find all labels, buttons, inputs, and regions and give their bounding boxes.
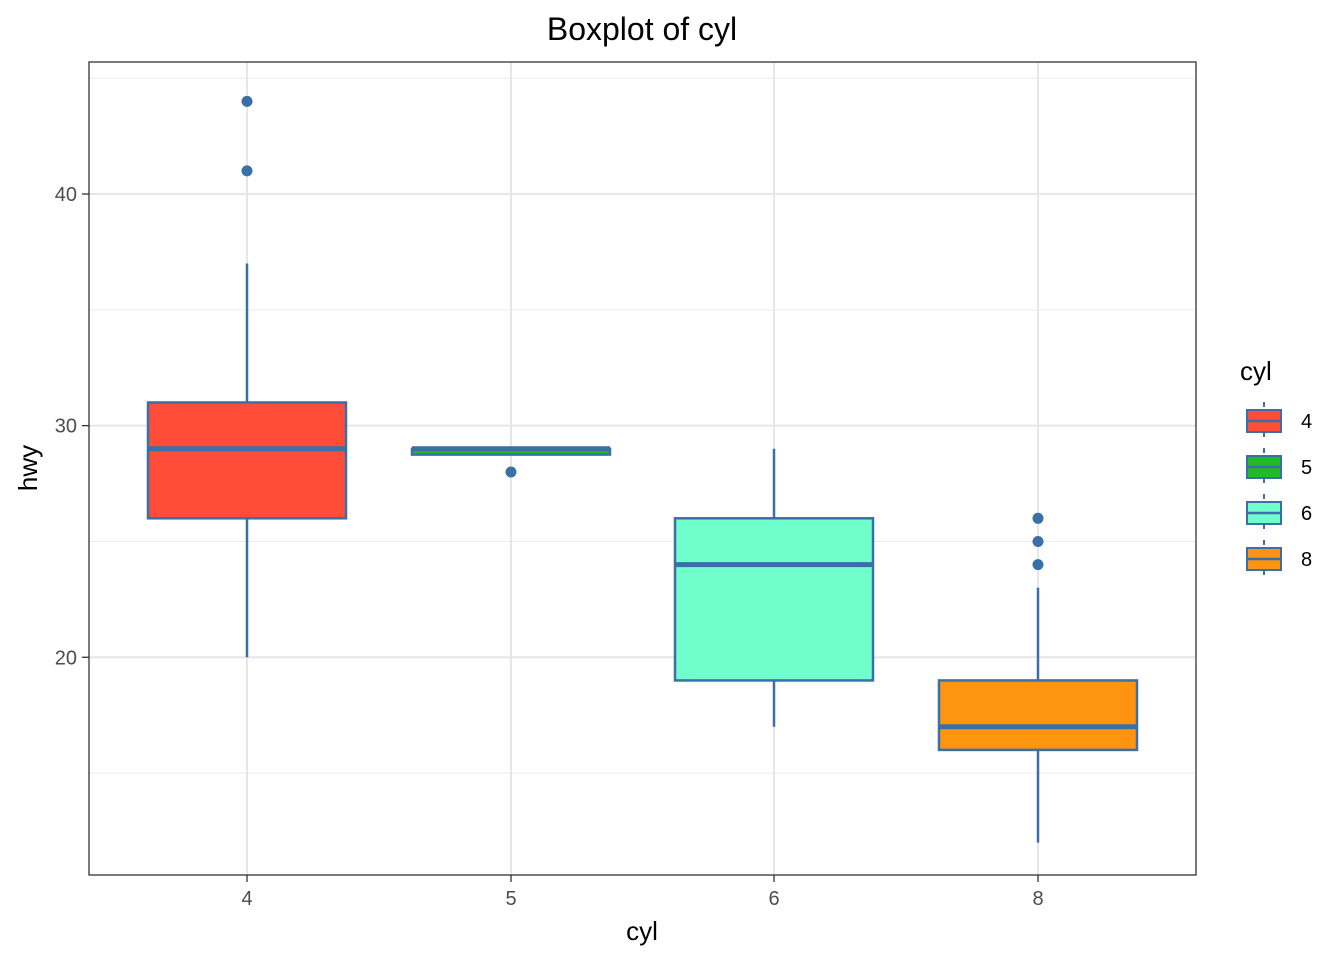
legend-item-6: 6 xyxy=(1246,494,1312,532)
outlier-point xyxy=(1032,559,1044,571)
x-tick-label: 6 xyxy=(768,888,779,910)
legend-label: 4 xyxy=(1301,411,1312,433)
x-axis: 4 5 6 8 xyxy=(241,875,1044,910)
x-tick-label: 8 xyxy=(1032,888,1043,910)
legend-label: 5 xyxy=(1301,457,1312,479)
outlier-point xyxy=(241,95,253,107)
x-axis-title: cyl xyxy=(626,916,658,946)
outlier-point xyxy=(241,165,253,177)
x-tick-label: 4 xyxy=(241,888,252,910)
plot-panel xyxy=(88,61,1197,876)
box-4 xyxy=(146,95,348,658)
legend-title: cyl xyxy=(1240,356,1272,386)
y-axis: 20 30 40 xyxy=(55,184,89,669)
minor-gridlines xyxy=(89,77,1196,774)
box-body xyxy=(146,401,348,520)
box-8 xyxy=(937,512,1139,843)
box-body xyxy=(937,679,1139,752)
x-tick-label: 5 xyxy=(505,888,516,910)
panel-border xyxy=(88,61,1197,876)
y-tick-label: 20 xyxy=(55,647,77,669)
box-5 xyxy=(410,446,612,478)
legend-label: 6 xyxy=(1301,503,1312,525)
y-axis-title: hwy xyxy=(13,445,43,491)
legend-item-5: 5 xyxy=(1246,448,1312,486)
box-body xyxy=(673,517,875,682)
legend-label: 8 xyxy=(1301,549,1312,571)
legend: cyl 4 5 6 8 xyxy=(1240,356,1312,578)
outlier-point xyxy=(1032,535,1044,547)
y-tick-label: 40 xyxy=(55,184,77,206)
outlier-point xyxy=(505,466,517,478)
legend-item-8: 8 xyxy=(1246,540,1312,578)
chart-title: Boxplot of cyl xyxy=(547,11,737,47)
legend-items: 4 5 6 8 xyxy=(1246,402,1312,578)
outlier-point xyxy=(1032,512,1044,524)
boxes-layer xyxy=(146,95,1139,843)
box-6 xyxy=(673,448,875,727)
y-tick-label: 30 xyxy=(55,416,77,438)
legend-item-4: 4 xyxy=(1246,402,1312,440)
